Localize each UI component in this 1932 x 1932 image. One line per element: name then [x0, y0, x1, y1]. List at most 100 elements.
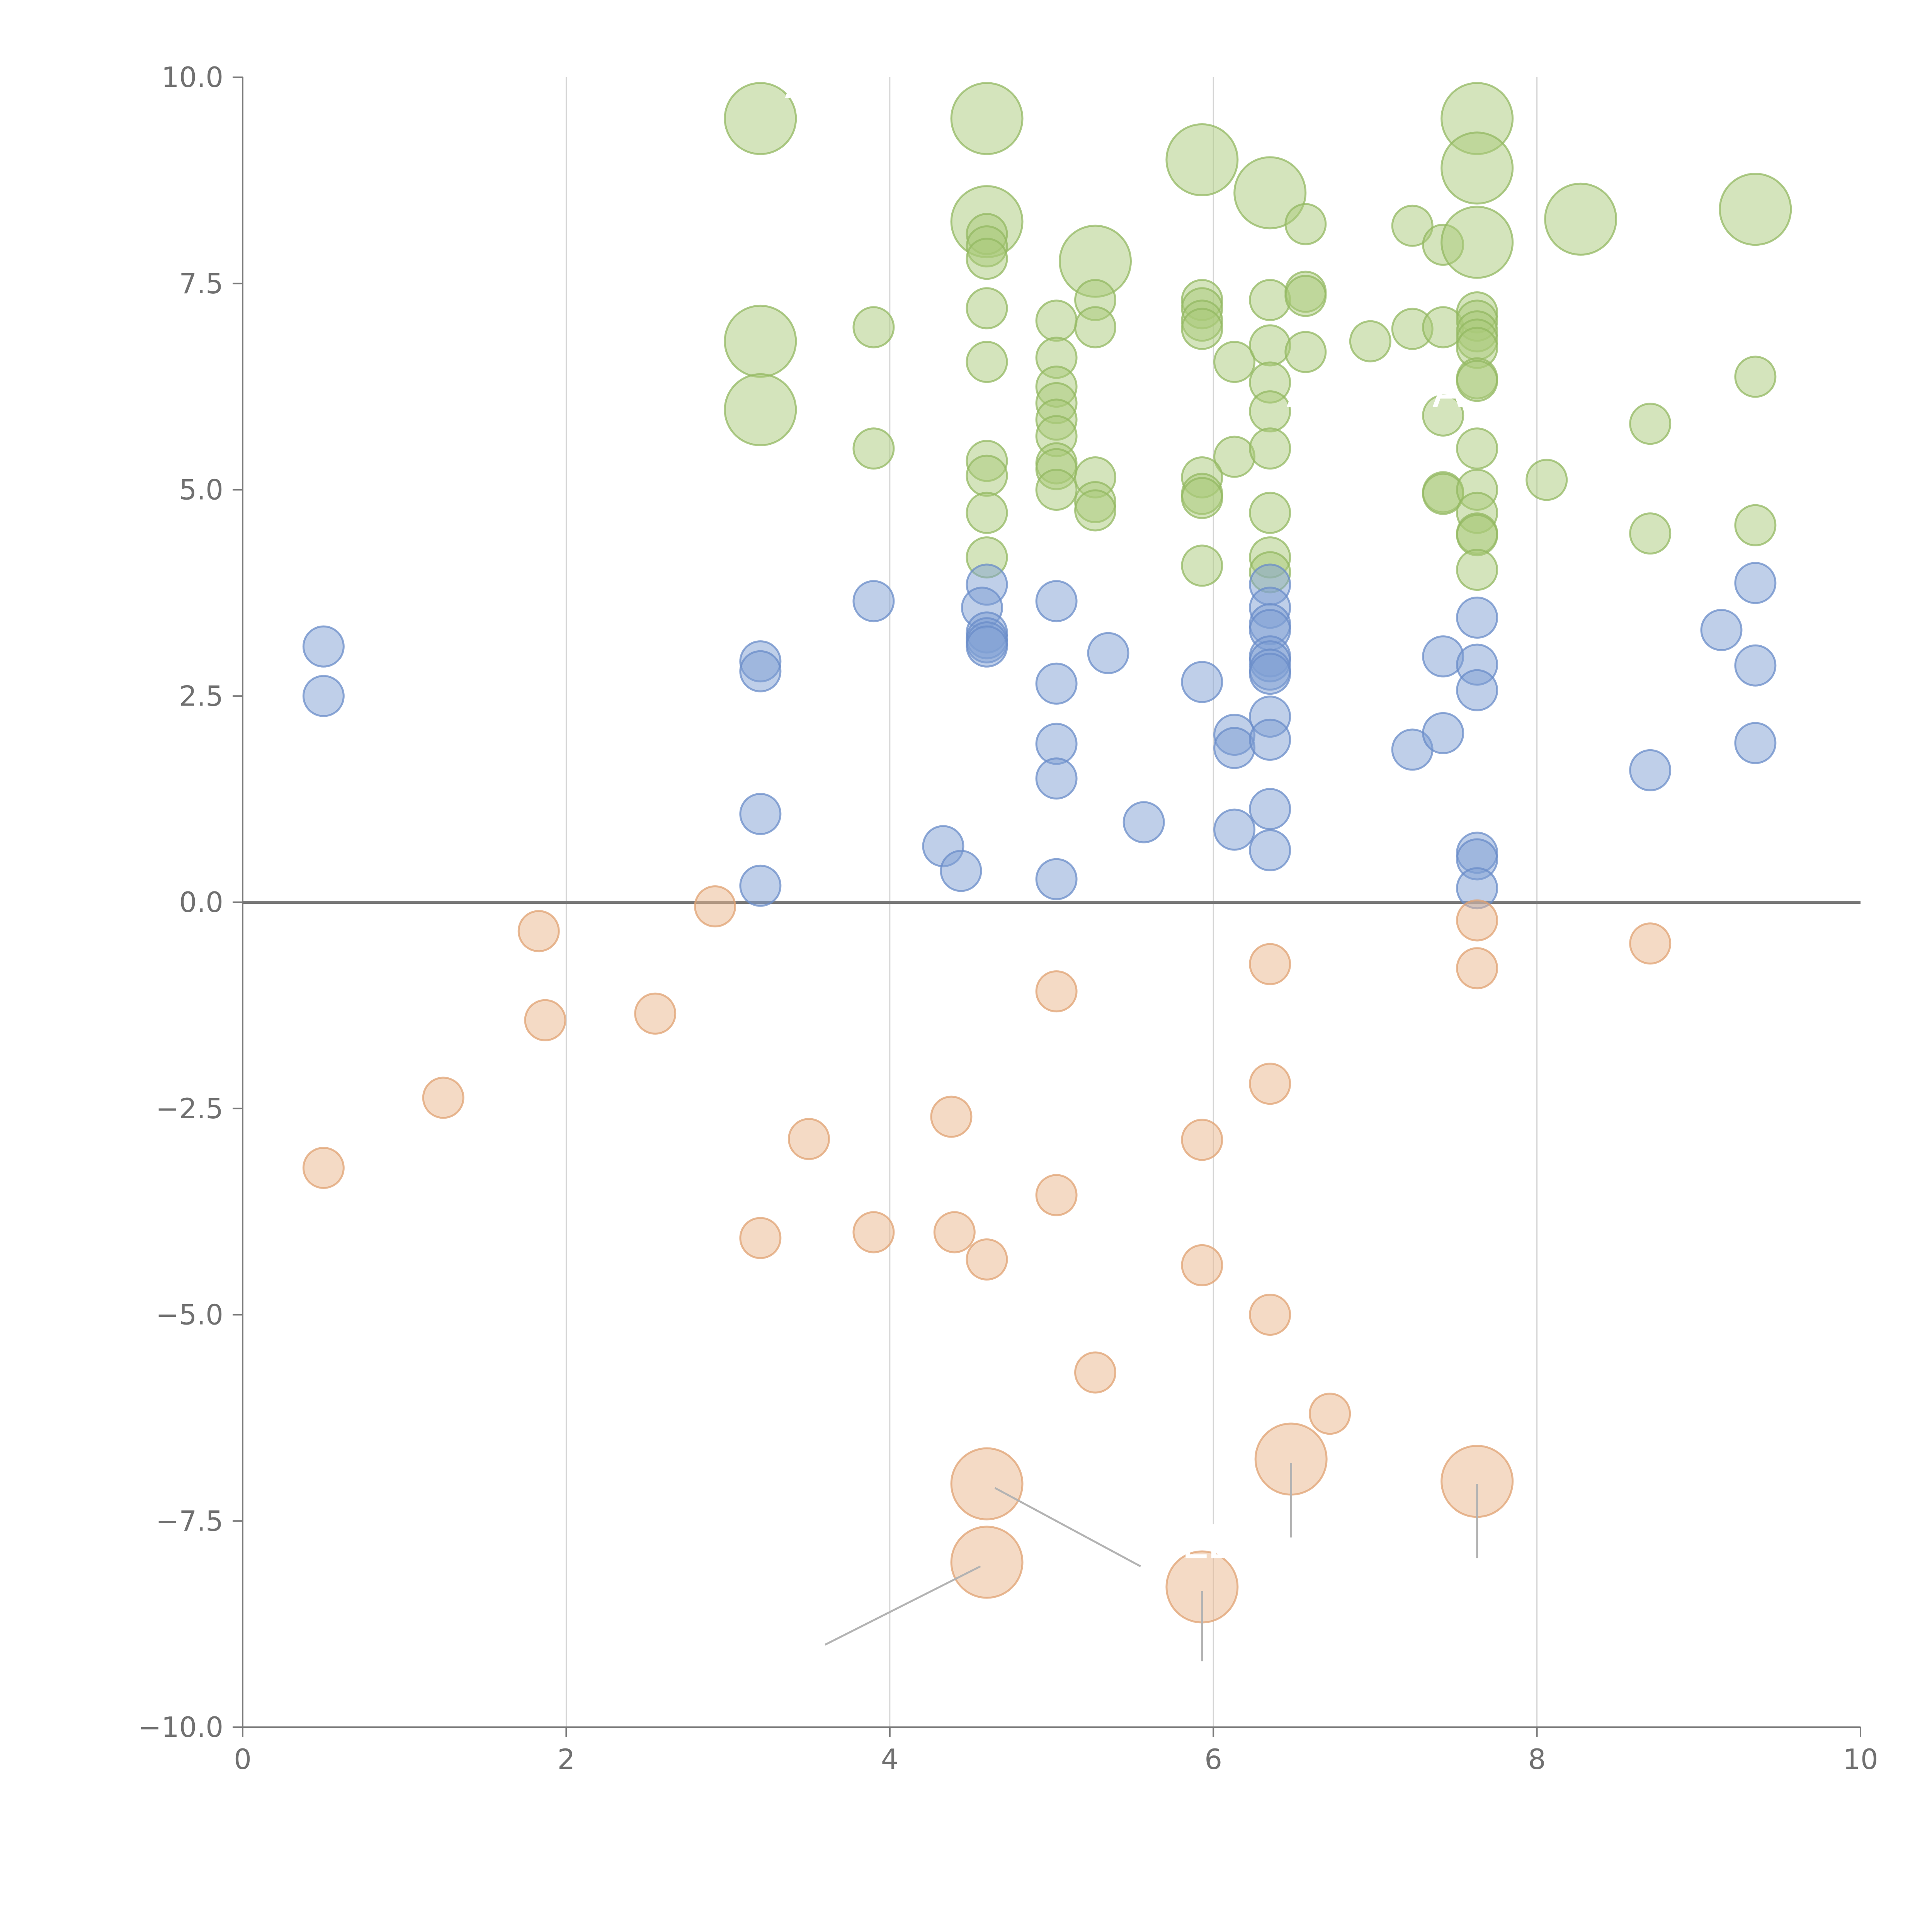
data-point-green[interactable]: [1165, 123, 1239, 196]
data-point-blue[interactable]: [1456, 669, 1498, 711]
data-point-green[interactable]: [1074, 306, 1117, 349]
data-point-blue[interactable]: [1422, 712, 1464, 754]
data-point-orange[interactable]: [524, 999, 566, 1041]
data-point-blue[interactable]: [739, 864, 782, 907]
data-point-orange[interactable]: [950, 1447, 1024, 1520]
data-point-green[interactable]: [966, 492, 1008, 534]
data-point-orange[interactable]: [1456, 899, 1498, 942]
data-point-orange[interactable]: [966, 1238, 1008, 1281]
data-point-blue[interactable]: [1035, 580, 1078, 622]
data-point-green[interactable]: [1456, 427, 1498, 470]
data-point-blue[interactable]: [1035, 858, 1078, 900]
data-point-green[interactable]: [1249, 324, 1291, 367]
data-point-blue[interactable]: [1087, 632, 1129, 674]
data-point-blue[interactable]: [1249, 788, 1291, 830]
data-point-blue[interactable]: [1456, 596, 1498, 639]
data-point-blue[interactable]: [852, 580, 895, 622]
data-point-blue[interactable]: [1249, 829, 1291, 871]
data-point-green[interactable]: [1249, 427, 1291, 470]
data-point-blue[interactable]: [302, 625, 345, 668]
data-point-green[interactable]: [1391, 204, 1434, 247]
data-point-green[interactable]: [1249, 390, 1291, 433]
data-point-orange[interactable]: [517, 910, 560, 952]
data-point-blue[interactable]: [1181, 661, 1223, 703]
data-point-orange[interactable]: [694, 885, 736, 928]
data-point-orange[interactable]: [1249, 1063, 1291, 1105]
data-point-blue[interactable]: [1629, 749, 1672, 791]
data-point-green[interactable]: [1526, 459, 1568, 501]
data-point-blue[interactable]: [1734, 644, 1777, 687]
data-point-blue[interactable]: [1700, 609, 1743, 651]
data-point-orange[interactable]: [852, 1211, 895, 1253]
data-point-green[interactable]: [1349, 320, 1391, 362]
data-point-orange[interactable]: [634, 992, 677, 1035]
data-point-green[interactable]: [1284, 203, 1327, 245]
data-point-orange[interactable]: [1035, 1174, 1078, 1216]
data-point-orange[interactable]: [1181, 1244, 1223, 1286]
data-point-orange[interactable]: [422, 1077, 464, 1119]
data-point-blue[interactable]: [966, 625, 1008, 668]
data-point-green[interactable]: [1456, 549, 1498, 591]
data-point-green[interactable]: [1629, 403, 1672, 445]
data-point-green[interactable]: [1284, 275, 1327, 317]
data-point-blue[interactable]: [940, 850, 982, 892]
data-point-orange[interactable]: [1074, 1351, 1117, 1394]
data-point-blue[interactable]: [739, 793, 782, 835]
data-point-green[interactable]: [1213, 341, 1256, 383]
data-point-orange[interactable]: [1309, 1393, 1351, 1435]
data-point-orange[interactable]: [930, 1095, 973, 1138]
data-point-orange[interactable]: [302, 1146, 345, 1189]
data-point-blue[interactable]: [739, 650, 782, 692]
data-point-blue[interactable]: [1249, 718, 1291, 761]
data-point-orange[interactable]: [1249, 1294, 1291, 1336]
data-point-green[interactable]: [1734, 355, 1777, 398]
data-point-green[interactable]: [724, 82, 797, 155]
data-point-green[interactable]: [966, 238, 1008, 280]
data-point-green[interactable]: [1181, 477, 1223, 519]
data-point-orange[interactable]: [1249, 943, 1291, 985]
data-point-green[interactable]: [1440, 131, 1514, 205]
data-point-green[interactable]: [966, 287, 1008, 330]
data-point-blue[interactable]: [1122, 801, 1165, 844]
data-point-green[interactable]: [1249, 492, 1291, 534]
data-point-green[interactable]: [1544, 182, 1617, 256]
data-point-green[interactable]: [724, 373, 797, 446]
data-point-green[interactable]: [1233, 156, 1307, 230]
annotation-label: AA: [785, 55, 850, 109]
data-point-orange[interactable]: [739, 1217, 782, 1259]
data-point-green[interactable]: [852, 427, 895, 470]
data-point-green[interactable]: [1422, 394, 1464, 437]
data-point-blue[interactable]: [302, 675, 345, 717]
data-point-green[interactable]: [1035, 469, 1078, 511]
data-point-green[interactable]: [966, 341, 1008, 383]
data-point-green[interactable]: [1629, 512, 1672, 555]
data-point-green[interactable]: [1181, 544, 1223, 587]
data-point-orange[interactable]: [1456, 947, 1498, 990]
data-point-orange[interactable]: [1629, 922, 1672, 965]
data-point-blue[interactable]: [1213, 808, 1256, 851]
data-point-orange[interactable]: [1035, 970, 1078, 1013]
data-point-green[interactable]: [852, 306, 895, 349]
data-point-orange[interactable]: [787, 1118, 830, 1160]
data-point-blue[interactable]: [1035, 757, 1078, 800]
data-point-blue[interactable]: [1249, 653, 1291, 695]
data-point-blue[interactable]: [1213, 727, 1256, 769]
data-point-green[interactable]: [1440, 206, 1514, 279]
data-point-green[interactable]: [724, 304, 797, 378]
data-point-green[interactable]: [1249, 279, 1291, 321]
data-point-green[interactable]: [1181, 308, 1223, 350]
data-point-blue[interactable]: [1035, 662, 1078, 705]
data-point-green[interactable]: [1719, 173, 1792, 246]
data-point-orange[interactable]: [933, 1211, 976, 1253]
data-point-green[interactable]: [1035, 299, 1078, 342]
data-point-green[interactable]: [1284, 331, 1327, 373]
data-point-blue[interactable]: [1734, 722, 1777, 764]
data-point-orange[interactable]: [1181, 1119, 1223, 1161]
data-point-orange[interactable]: [950, 1526, 1024, 1599]
data-point-green[interactable]: [1074, 489, 1117, 532]
data-point-green[interactable]: [1734, 504, 1777, 546]
data-point-green[interactable]: [1456, 360, 1498, 402]
data-point-green[interactable]: [966, 454, 1008, 497]
data-point-green[interactable]: [950, 82, 1024, 155]
data-point-blue[interactable]: [1734, 562, 1777, 604]
